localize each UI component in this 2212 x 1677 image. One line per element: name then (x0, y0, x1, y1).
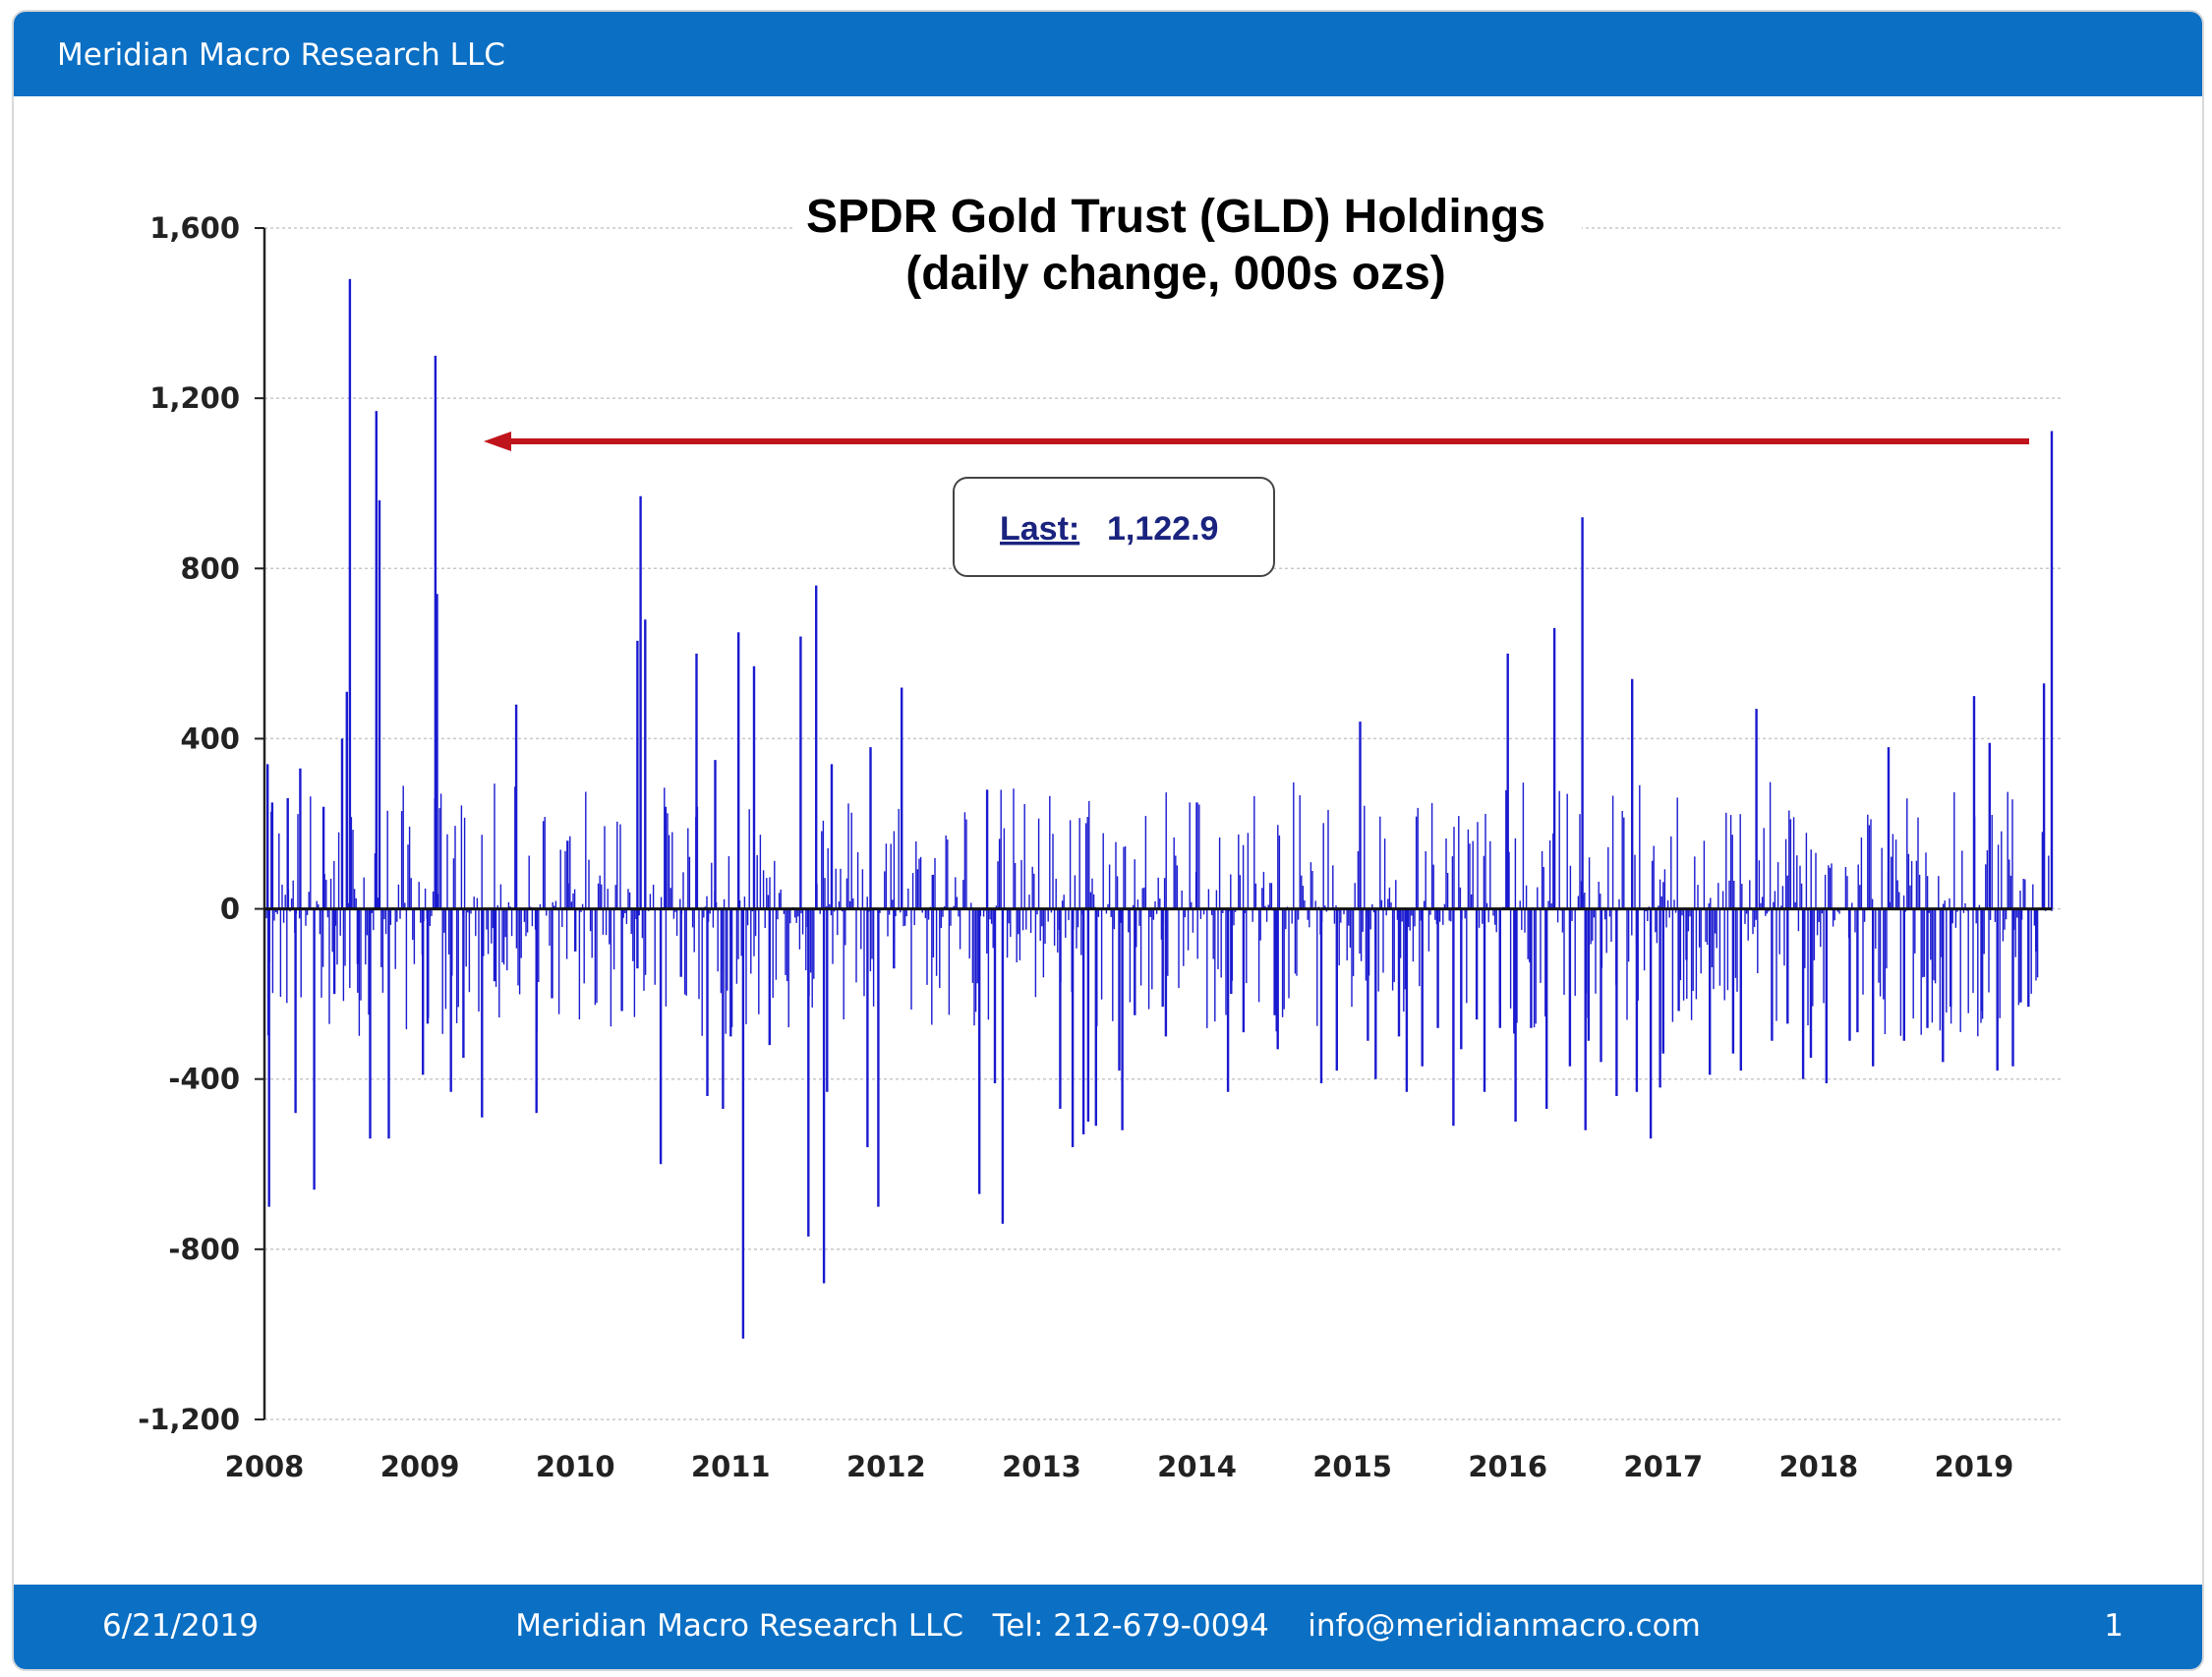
noise-bars (265, 781, 2053, 1037)
x-tick-label: 2017 (1623, 1450, 1703, 1483)
y-tick-label: -400 (168, 1063, 240, 1096)
title-backdrop (795, 179, 1582, 309)
brand-name: Meridian Macro Research LLC (57, 37, 505, 73)
chart-subtitle: (daily change, 000s ozs) (905, 248, 1446, 300)
x-tick-label: 2013 (1002, 1450, 1081, 1483)
footer-date: 6/21/2019 (102, 1608, 259, 1644)
y-tick-label: 1,600 (149, 211, 240, 245)
chart: 1,600 1,200 800 400 0 -400 -800 -1,200 2008 2009… (138, 179, 2062, 1483)
x-tick-label: 2011 (691, 1450, 771, 1483)
x-tick-label: 2010 (536, 1450, 615, 1483)
red-arrow-head-icon (484, 432, 511, 451)
footer-bar: 6/21/2019 Meridian Macro Research LLC Te… (14, 1585, 2202, 1669)
x-tick-label: 2012 (846, 1450, 926, 1483)
y-tick-labels: 1,600 1,200 800 400 0 -400 -800 -1,200 (138, 211, 240, 1436)
bar-series (266, 278, 2054, 1339)
x-tick-labels: 2008 2009 2010 2011 2012 2013 2014 2015 2016 2017… (225, 1450, 2014, 1483)
chart-title: SPDR Gold Trust (GLD) Holdings (806, 191, 1545, 243)
x-tick-label: 2008 (225, 1450, 305, 1483)
last-label: Last: (1000, 510, 1079, 548)
x-tick-label: 2014 (1157, 1450, 1237, 1483)
header-bar: Meridian Macro Research LLC (14, 12, 2202, 96)
grid-lines (264, 227, 2062, 1420)
y-tick-label: 800 (180, 551, 240, 585)
x-tick-label: 2019 (1935, 1450, 2014, 1483)
x-tick-label: 2018 (1779, 1450, 1859, 1483)
x-tick-label: 2009 (380, 1450, 460, 1483)
y-tick-label: -1,200 (138, 1403, 240, 1436)
y-tick-label: 0 (220, 893, 240, 926)
slide: Meridian Macro Research LLC 1,600 1,200 80… (12, 10, 2204, 1671)
x-tick-label: 2016 (1468, 1450, 1547, 1483)
footer-contact: Meridian Macro Research LLC Tel: 212-679… (515, 1608, 1701, 1644)
y-tick-label: 1,200 (149, 381, 240, 415)
x-tick-label: 2015 (1312, 1450, 1392, 1483)
last-value-callout (953, 477, 1275, 577)
last-value: 1,122.9 (1107, 510, 1218, 548)
y-tick-label: 400 (180, 722, 240, 755)
page-number: 1 (2104, 1608, 2124, 1644)
axes (255, 227, 2052, 1420)
y-tick-label: -800 (168, 1233, 240, 1266)
